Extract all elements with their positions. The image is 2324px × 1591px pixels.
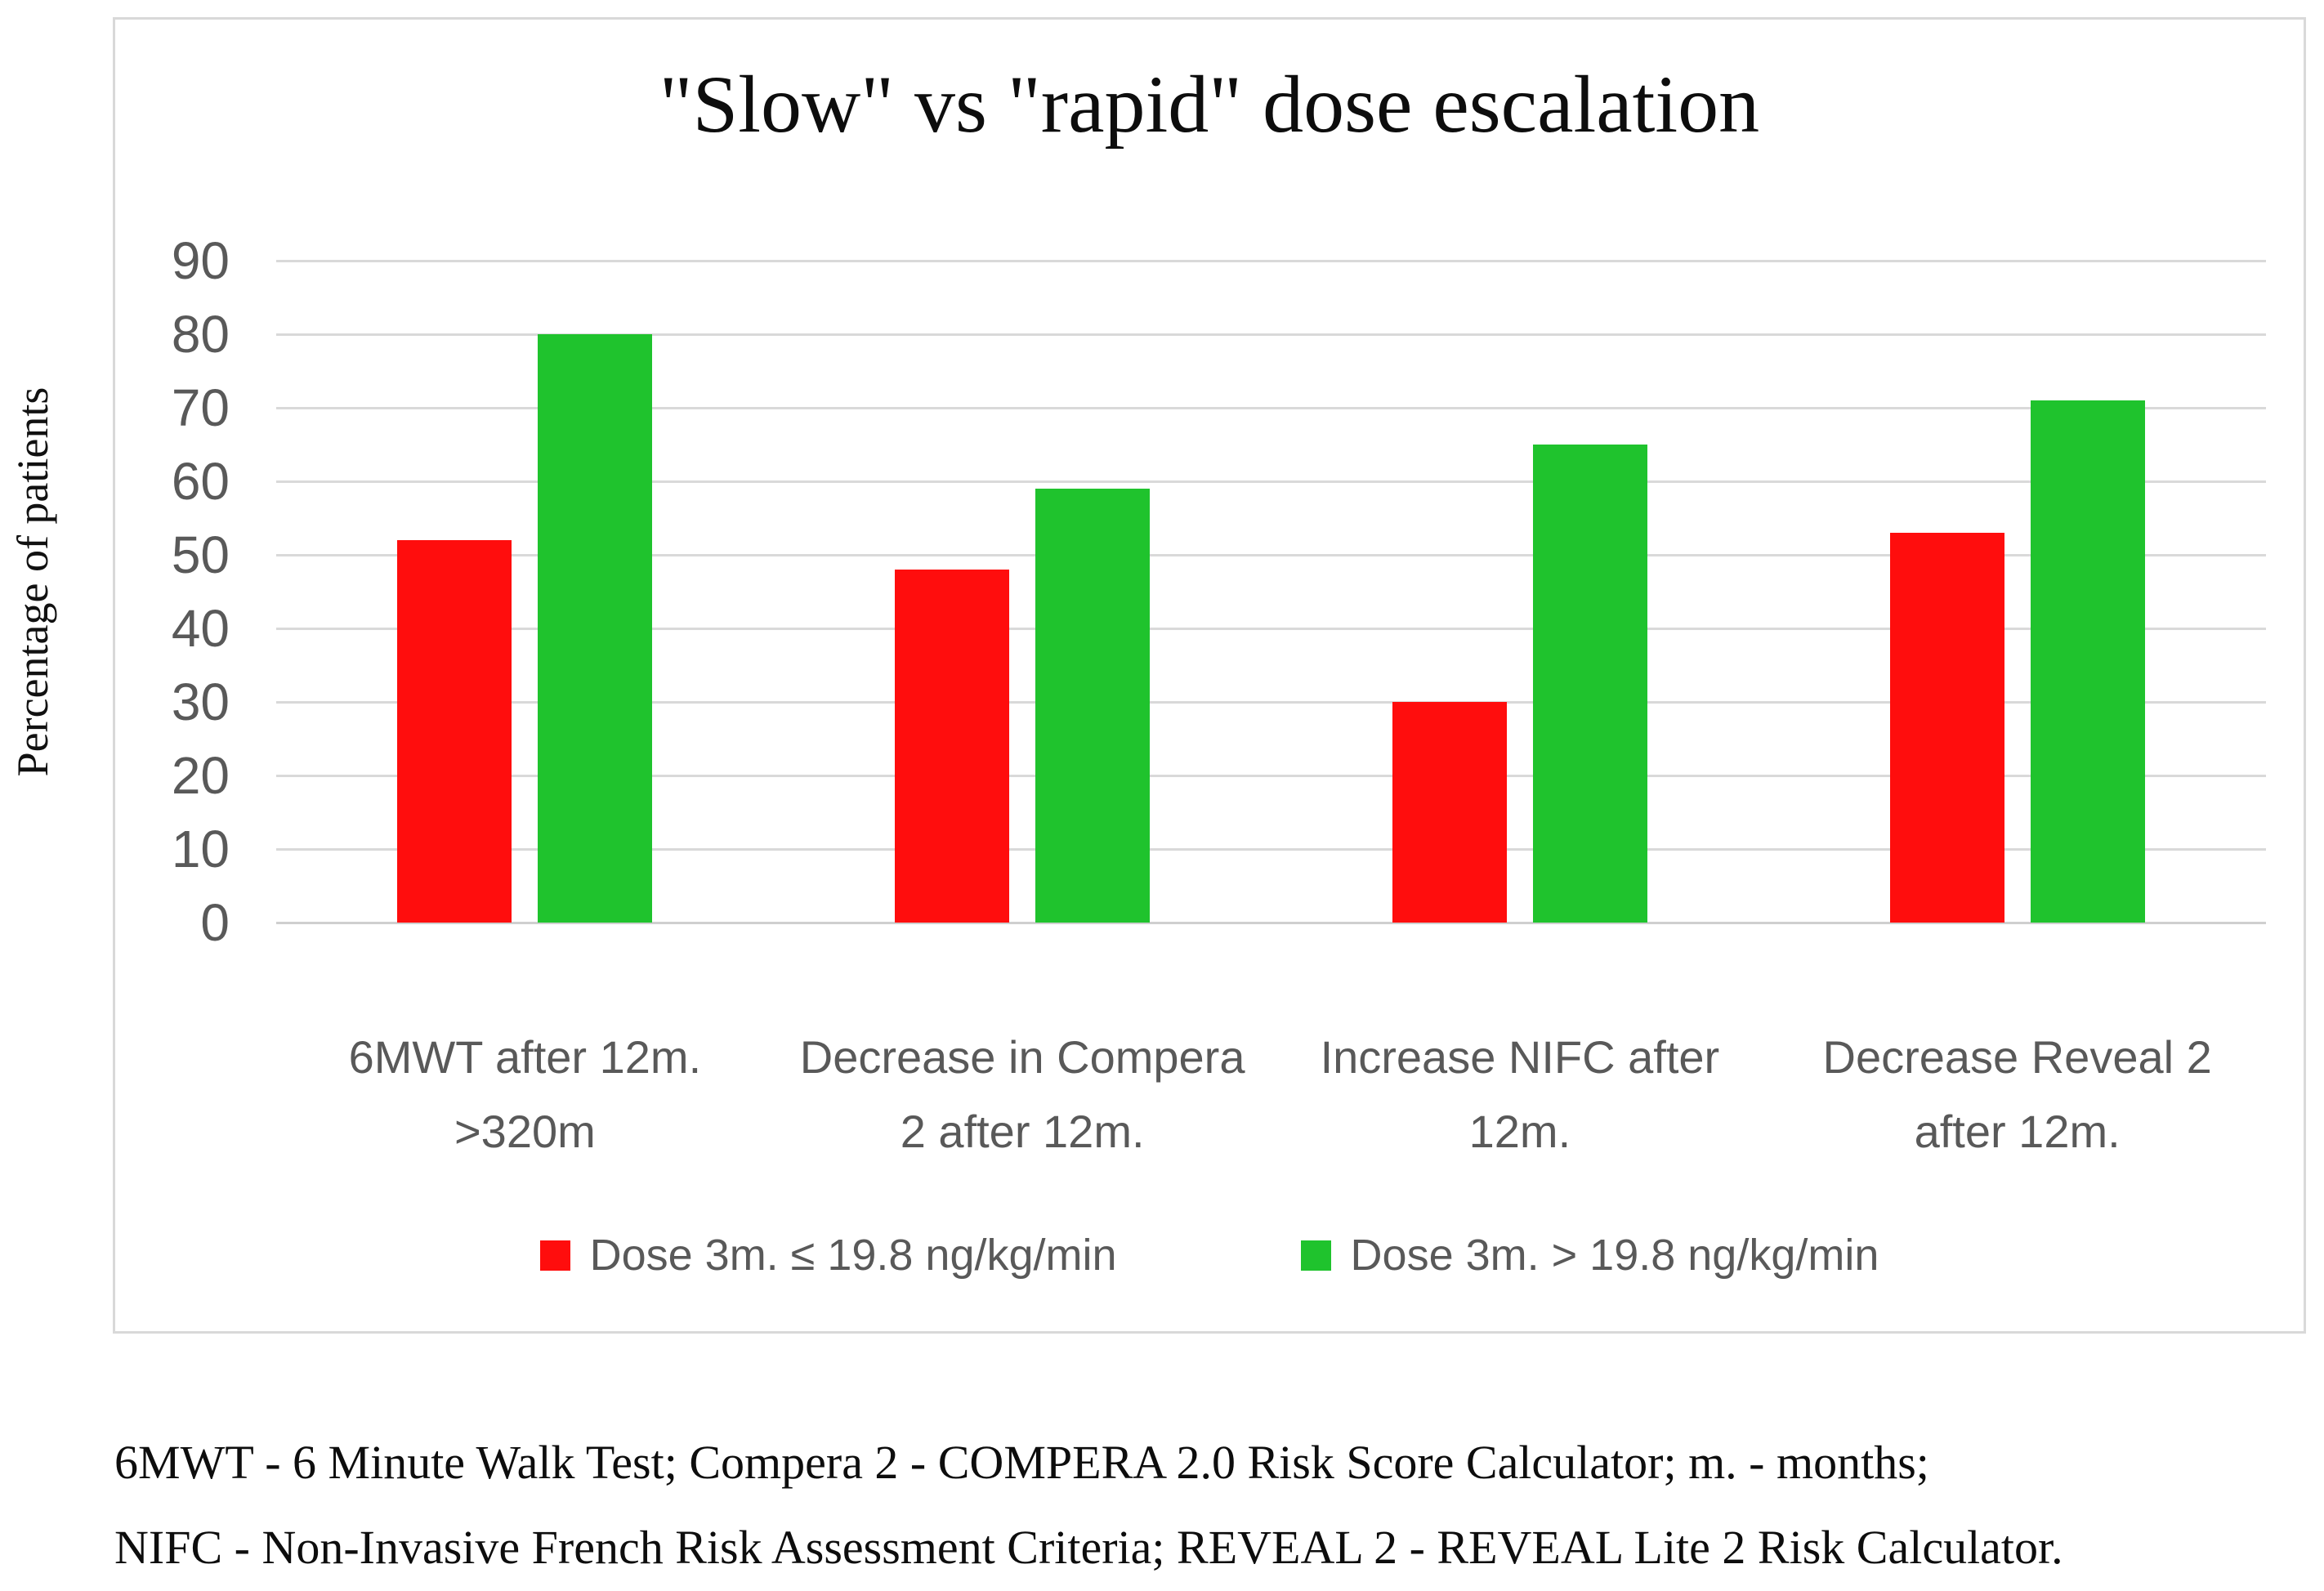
bar-group [1271,261,1769,923]
y-tick-label: 60 [171,452,230,511]
category-label: Decrease Reveal 2 after 12m. [1822,1031,2212,1157]
legend-label: Dose 3m. ≤ 19.8 ng/kg/min [589,1231,1117,1280]
legend-label: Dose 3m. > 19.8 ng/kg/min [1350,1231,1879,1280]
gridline [276,333,2266,336]
bar [1392,702,1507,923]
gridline [276,480,2266,483]
footnote-line: 6MWT - 6 Minute Walk Test; Compera 2 - C… [114,1436,1929,1489]
legend-item: Dose 3m. > 19.8 ng/kg/min [1300,1228,1879,1282]
bar-group [276,261,774,923]
chart-title: "Slow" vs "rapid" dose escalation [659,59,1760,150]
bar-group [1768,261,2266,923]
y-tick-label: 70 [171,378,230,437]
plot-area [276,260,2266,924]
category-label-cell: Increase NIFC after 12m. [1271,1021,1769,1169]
y-tick-label: 10 [171,820,230,878]
bar [1035,489,1151,923]
y-tick-label: 40 [171,599,230,658]
y-tick-label: 90 [171,231,230,290]
y-tick-label: 30 [171,673,230,731]
category-label: 6MWT after 12m. >320m [348,1031,702,1157]
bar [538,334,653,923]
x-axis-category-labels: 6MWT after 12m. >320m Decrease in Compera… [276,1021,2266,1169]
footnote-line: NIFC - Non-Invasive French Risk Assessme… [114,1521,2063,1575]
category-label: Decrease in Compera 2 after 12m. [799,1031,1245,1157]
footnote: 6MWT - 6 Minute Walk Test; Compera 2 - C… [114,1420,2280,1591]
y-tick-label: 50 [171,525,230,584]
bar-group [774,261,1271,923]
y-axis-tick-labels: 0 10 20 30 40 50 60 70 80 90 [115,20,230,1331]
gridline [276,922,2266,924]
gridline [276,628,2266,630]
gridline [276,848,2266,851]
gridline [276,407,2266,409]
y-tick-label: 0 [200,893,230,952]
category-label: Increase NIFC after 12m. [1320,1031,1720,1157]
y-axis-title: Percentage of patients [8,387,57,777]
chart-box: "Slow" vs "rapid" dose escalation 0 10 20 3… [113,17,2306,1334]
category-label-cell: 6MWT after 12m. >320m [276,1021,774,1169]
y-tick-label: 80 [171,305,230,364]
bar-groups [276,261,2266,923]
legend-swatch [1300,1240,1331,1271]
gridline [276,554,2266,556]
gridline [276,260,2266,262]
bar [2030,400,2145,923]
gridline [276,701,2266,704]
legend-swatch [539,1240,570,1271]
category-label-cell: Decrease Reveal 2 after 12m. [1768,1021,2266,1169]
bar [1889,533,2004,923]
legend-item: Dose 3m. ≤ 19.8 ng/kg/min [539,1228,1117,1282]
category-label-cell: Decrease in Compera 2 after 12m. [774,1021,1271,1169]
y-tick-label: 20 [171,746,230,805]
legend: Dose 3m. ≤ 19.8 ng/kg/min Dose 3m. > 19.8… [115,1228,2304,1282]
gridline [276,775,2266,777]
bar [1532,445,1647,923]
bar [895,570,1010,923]
bar [397,540,512,923]
